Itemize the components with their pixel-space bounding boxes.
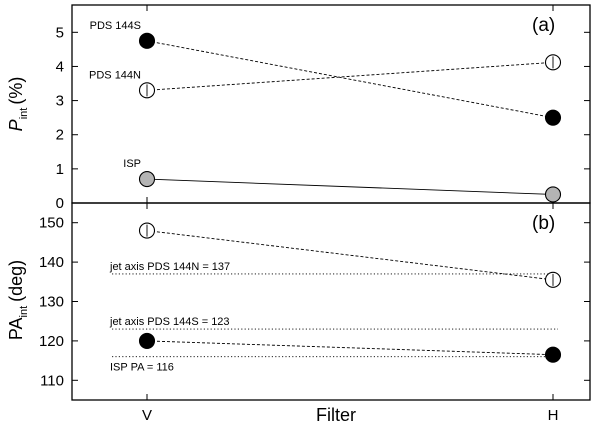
panel-b-label: (b) <box>532 213 555 234</box>
panel-b-annotations: jet axis PDS 144N = 137 jet axis PDS 144S… <box>109 261 230 374</box>
panel-a-ylabel: Pint (%) <box>6 77 30 132</box>
panel-a-isp-point-v <box>138 171 156 188</box>
panel-a-pds-144s-line <box>146 40 554 119</box>
panel-b-series-1-point-h <box>544 271 562 288</box>
panel-b-yticks: 110 120 130 140 150 <box>39 215 590 389</box>
panel-a-xticks <box>146 5 554 203</box>
panel-a-ytick-label-4: 4 <box>56 58 64 75</box>
panel-b-series-1-point-v <box>138 222 156 239</box>
panel-a-ytick-label-3: 3 <box>56 93 64 110</box>
panel-a-ytick-label-0: 0 <box>56 195 64 212</box>
panel-a-pds-144n-line <box>146 61 554 91</box>
ref-line-label-jet-axis-pds-144s-123: jet axis PDS 144S = 123 <box>109 316 230 328</box>
panel-a-ylabel-main: P <box>6 119 26 131</box>
x-tick-label-h: H <box>548 407 559 424</box>
panel-b-series <box>138 222 562 363</box>
panel-b-ytick-label-130: 130 <box>39 294 64 311</box>
panel-a-yticks: 0 1 2 3 4 5 <box>56 24 590 212</box>
panel-a-ylabel-sub: int <box>18 108 30 120</box>
panel-b-ylabel-sub: int <box>18 306 30 318</box>
panel-b-series-2-point-h <box>544 346 562 363</box>
panel-a-ytick-label-2: 2 <box>56 127 64 144</box>
panel-a-isp-label: ISP <box>123 158 141 170</box>
panel-b-ylabel-unit: (deg) <box>6 260 26 302</box>
panel-a-annotations: PDS 144S PDS 144N ISP <box>89 20 141 170</box>
panel-b-ylabel-main: PA <box>6 317 26 340</box>
svg-text:PAint(deg): PAint (deg) <box>6 260 30 340</box>
ref-line-label-isp-pa-116: ISP PA = 116 <box>110 362 174 374</box>
panel-a-pds-144n-point-v <box>138 82 156 99</box>
panel-a-ytick-label-5: 5 <box>56 24 64 41</box>
panel-a-isp-line <box>146 178 554 195</box>
panel-a-pds-144n-point-h <box>544 54 562 71</box>
panel-a-ylabel-unit: (%) <box>6 77 26 105</box>
ref-line-label-jet-axis-pds-144n-137: jet axis PDS 144N = 137 <box>109 261 230 273</box>
panel-a-pds-144s-label: PDS 144S <box>90 20 141 32</box>
panel-b-series-2-line <box>146 340 554 356</box>
panel-b-ytick-label-140: 140 <box>39 254 64 271</box>
x-tick-label-v: V <box>142 407 152 424</box>
panel-a-pds-144s-point-h <box>544 109 562 126</box>
svg-text:Pint(%): Pint (%) <box>6 77 30 132</box>
panel-a-series <box>138 32 562 203</box>
panel-a-isp-point-h <box>544 186 562 203</box>
panel-b-ytick-label-120: 120 <box>39 333 64 350</box>
panel-b-series-2-point-v <box>138 332 156 349</box>
panel-a-label: (a) <box>532 15 555 36</box>
panel-a-ytick-label-1: 1 <box>56 161 64 178</box>
panel-b-ylabel: PAint (deg) <box>6 260 30 340</box>
panel-b-ytick-label-150: 150 <box>39 215 64 232</box>
panel-b-ytick-label-110: 110 <box>40 372 64 389</box>
x-axis-label: Filter <box>316 405 356 425</box>
panel-a-pds-144n-label: PDS 144N <box>89 69 141 81</box>
panel-b-ref-lines <box>112 273 558 358</box>
panel-b-series-1-line <box>146 230 554 281</box>
panel-a: 0 1 2 3 4 5 PDS 144S PDS 144N ISP (a) Pint (%) <box>6 4 591 212</box>
panel-a-pds-144s-point-v <box>138 32 156 49</box>
